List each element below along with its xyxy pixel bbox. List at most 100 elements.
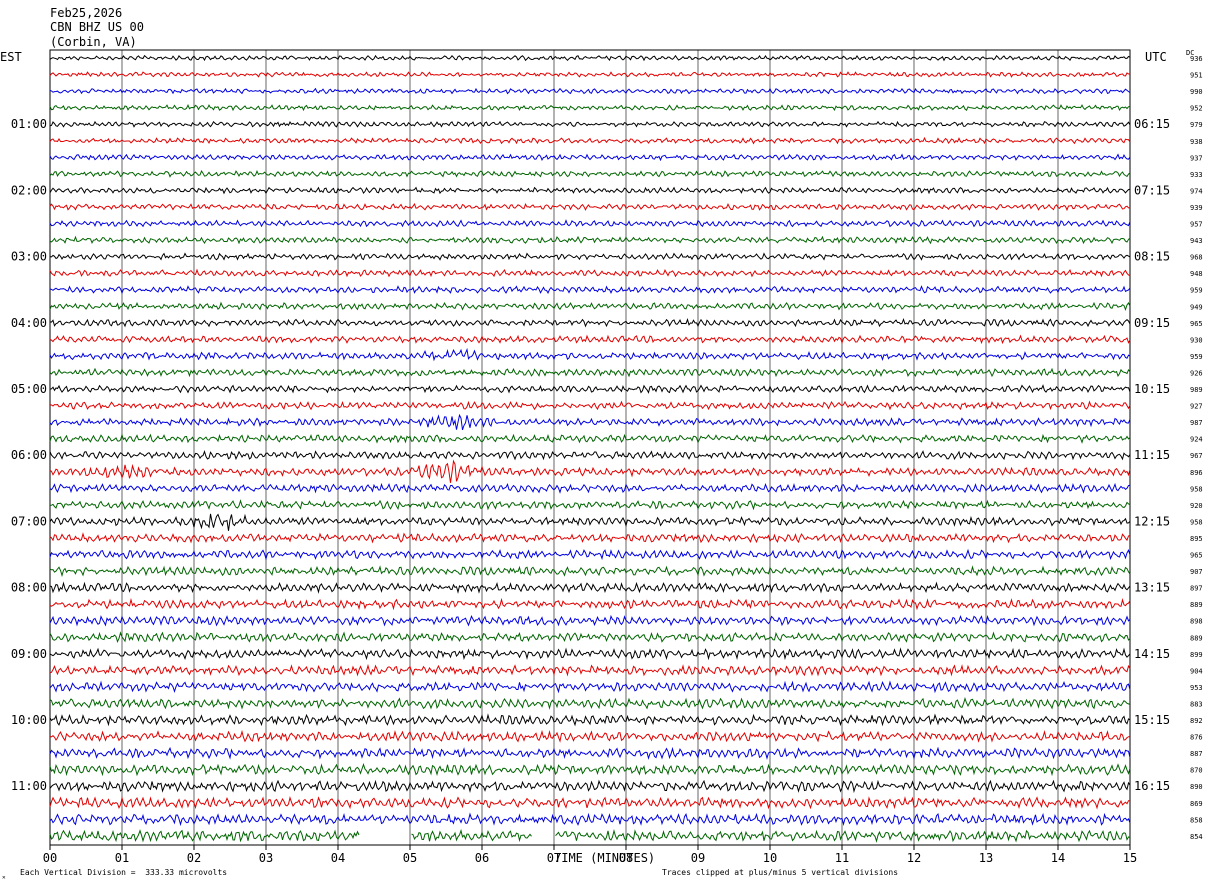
right-hour-label: 12:15 [1134, 514, 1170, 528]
seismic-trace [49, 513, 1131, 531]
seismic-trace [49, 597, 1131, 611]
seismic-trace [49, 680, 1131, 694]
seismic-trace [49, 450, 1131, 461]
dc-offset-label: 895 [1190, 535, 1203, 543]
seismic-trace [49, 746, 1131, 760]
seismic-trace [49, 54, 1131, 62]
seismic-trace [49, 400, 1131, 411]
seismic-trace [49, 779, 1131, 794]
right-hour-label: 15:15 [1134, 713, 1170, 727]
dc-offset-label: 907 [1190, 568, 1203, 576]
seismic-trace [49, 384, 1131, 394]
seismic-trace [49, 367, 1131, 378]
dc-offset-label: 890 [1190, 783, 1203, 791]
left-hour-label: 09:00 [11, 647, 47, 661]
x-tick-label: 06 [475, 851, 489, 865]
right-hour-label: 16:15 [1134, 779, 1170, 793]
dc-offset-label: 887 [1190, 750, 1203, 758]
seismic-trace [49, 796, 1130, 810]
seismic-trace [49, 235, 1131, 245]
dc-offset-label: 869 [1190, 800, 1203, 808]
dc-offset-label: 904 [1190, 667, 1203, 675]
left-hour-label: 03:00 [11, 250, 47, 264]
dc-offset-label: 870 [1190, 767, 1203, 775]
right-hour-label: 13:15 [1134, 581, 1170, 595]
dc-offset-label: 948 [1190, 270, 1203, 278]
right-hour-label: 10:15 [1134, 382, 1170, 396]
dc-offset-label: 989 [1190, 386, 1203, 394]
dc-offset-label: 967 [1190, 452, 1203, 460]
right-hour-label: 08:15 [1134, 250, 1170, 264]
date-label: Feb25,2026 [50, 6, 123, 20]
x-tick-label: 03 [259, 851, 273, 865]
seismic-trace [49, 581, 1131, 594]
x-tick-label: 00 [43, 851, 57, 865]
dc-offset-label: 898 [1190, 618, 1203, 626]
seismic-trace [49, 334, 1131, 345]
dc-offset-label: 979 [1190, 121, 1203, 129]
dc-offset-label: 990 [1190, 88, 1203, 96]
seismic-trace [49, 252, 1131, 261]
x-tick-label: 13 [979, 851, 993, 865]
seismic-trace [49, 482, 1131, 494]
seismic-trace [49, 71, 1131, 78]
corner-mark-icon: ✕ [2, 874, 6, 881]
seismic-trace [49, 120, 1131, 128]
seismic-trace [49, 663, 1131, 677]
seismic-trace [49, 347, 1131, 362]
x-tick-label: 08 [619, 851, 633, 865]
left-timezone-label: EST [0, 50, 22, 64]
right-hour-label: 14:15 [1134, 647, 1170, 661]
seismic-trace [49, 186, 1131, 195]
seismic-trace [49, 87, 1131, 95]
dc-offset-label: 959 [1190, 353, 1203, 361]
plot-frame [49, 49, 1131, 846]
dc-offset-label: 965 [1190, 552, 1203, 560]
seismic-trace [49, 285, 1131, 295]
dc-offset-label: 933 [1190, 171, 1203, 179]
seismic-trace [49, 103, 1131, 112]
dc-offset-label: 959 [1190, 287, 1203, 295]
dc-offset-label: 892 [1190, 717, 1203, 725]
x-tick-label: 12 [907, 851, 921, 865]
right-timezone-label: UTC [1145, 50, 1167, 64]
seismic-trace [49, 318, 1131, 328]
dc-offset-label: 938 [1190, 138, 1203, 146]
clip-note: Traces clipped at plus/minus 5 vertical … [662, 868, 899, 877]
dc-offset-label: 953 [1190, 684, 1203, 692]
left-hour-label: 02:00 [11, 183, 47, 197]
seismic-trace [49, 631, 1131, 644]
dc-offset-label: 974 [1190, 187, 1203, 195]
x-tick-label: 02 [187, 851, 201, 865]
location-label: (Corbin, VA) [50, 35, 137, 49]
seismic-trace [49, 614, 1131, 627]
dc-offset-label: 937 [1190, 154, 1203, 162]
x-axis-title: TIME (MINUTES) [554, 851, 656, 865]
seismic-trace [49, 565, 1131, 578]
seismic-trace [49, 433, 1131, 444]
scale-note: Each Vertical Division = 333.33 microvol… [20, 868, 228, 877]
seismic-trace [49, 219, 1131, 228]
x-tick-label: 11 [835, 851, 849, 865]
dc-offset-label: 883 [1190, 700, 1203, 708]
x-tick-label: 07 [547, 851, 561, 865]
seismic-trace [49, 136, 1131, 145]
seismic-trace [49, 548, 1131, 561]
seismic-trace [49, 499, 1131, 511]
right-hour-label: 07:15 [1134, 183, 1170, 197]
left-hour-label: 06:00 [11, 448, 47, 462]
left-hour-label: 10:00 [11, 713, 47, 727]
dc-offset-label: 936 [1190, 55, 1203, 63]
dc-offset-label: 889 [1190, 601, 1203, 609]
dc-offset-label: 858 [1190, 816, 1203, 824]
left-hour-label: 01:00 [11, 117, 47, 131]
dc-offset-label: 951 [1190, 72, 1203, 80]
dc-offset-label: 930 [1190, 336, 1203, 344]
seismic-trace [49, 812, 1131, 827]
dc-offset-label: 927 [1190, 403, 1203, 411]
left-hour-label: 04:00 [11, 316, 47, 330]
seismic-trace [49, 202, 1131, 212]
left-hour-label: 11:00 [11, 779, 47, 793]
station-label: CBN BHZ US 00 [50, 20, 144, 34]
left-hour-label: 05:00 [11, 382, 47, 396]
